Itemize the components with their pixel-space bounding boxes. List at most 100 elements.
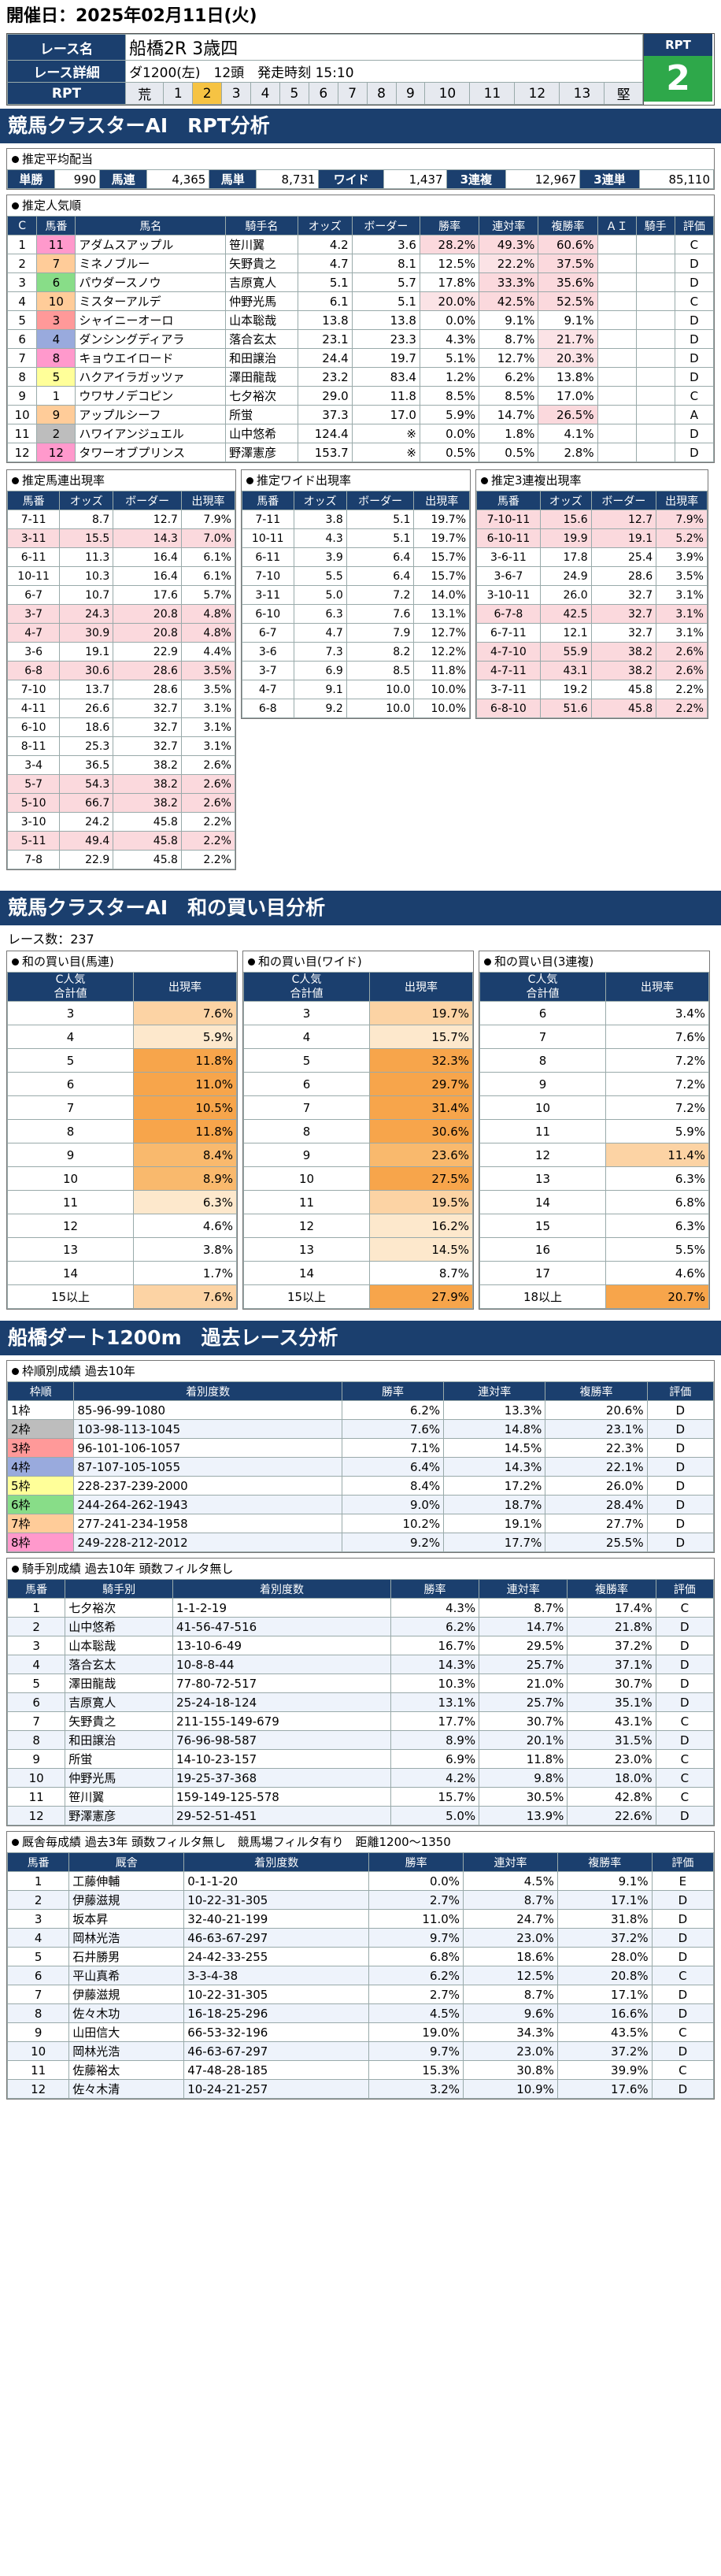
cell: 4.7 [293, 623, 347, 643]
cell: 3.5% [656, 566, 708, 586]
cell: 6 [6, 1072, 135, 1096]
cell: 11.8% [413, 661, 470, 680]
cell: 2枠 [6, 1419, 75, 1439]
cell: 7 [6, 1711, 66, 1731]
cell: 3 [36, 310, 76, 330]
cell: 5.9% [605, 1119, 709, 1143]
cell: 8 [6, 367, 38, 387]
table-row: 6 平山真希 3-3-4-38 6.2% 12.5% 20.8% C [6, 1966, 715, 1985]
wa-table: C人気 合計値 出現率 6 3.4% 7 7.6% 8 7.2% 9 7.2% 10 7.2% 11 5.9… [479, 972, 709, 1309]
table-row: 9 所蛍 14-10-23-157 6.9% 11.8% 23.0% C [6, 1749, 715, 1769]
cell: 七夕裕次 [225, 386, 298, 406]
table-row: 4-7-11 43.1 38.2 2.6% [476, 661, 708, 680]
table-row: 11 5.9% [479, 1119, 709, 1143]
cell: 7.1% [341, 1438, 445, 1458]
cell: 2 [36, 424, 76, 443]
cell: 19.2 [539, 680, 592, 699]
cell: 12 [6, 443, 38, 462]
cell: 和田譲治 [65, 1730, 174, 1750]
cell: 66.7 [59, 793, 114, 813]
cell: 3-10 [6, 812, 61, 832]
cell: 47-48-28-185 [183, 2060, 370, 2080]
cell: 45.8 [590, 680, 657, 699]
cell: 8 [479, 1048, 607, 1073]
column-header: 勝率 [368, 1852, 464, 1872]
cell: 19-25-37-368 [172, 1768, 391, 1788]
cell: 30.6% [369, 1119, 473, 1143]
cell: 1 [6, 1871, 70, 1891]
rpt-scale-cell: 8 [366, 82, 397, 105]
cell: 18.6% [463, 1947, 558, 1966]
table-row: 5 石井勝男 24-42-33-255 6.8% 18.6% 28.0% D [6, 1947, 715, 1966]
cell: 3-7-11 [476, 680, 541, 699]
table-row: 9 7.2% [479, 1072, 709, 1096]
cell: C [655, 1787, 715, 1807]
table-row: 7 31.4% [242, 1095, 473, 1120]
table-row: 10 仲野光馬 19-25-37-368 4.2% 9.8% 18.0% C [6, 1768, 715, 1788]
cell: 3-11 [6, 528, 61, 548]
cell: 7.9 [346, 623, 415, 643]
cell: 9.0% [341, 1495, 445, 1514]
payout-title-text: 推定平均配当 [22, 152, 94, 166]
table-row: 11 佐藤裕太 47-48-28-185 15.3% 30.8% 39.9% C [6, 2060, 715, 2080]
cell: 8.7% [463, 1890, 558, 1910]
cell: 7.6% [133, 1284, 237, 1309]
column-header: 馬番 [6, 1852, 70, 1872]
cell: 42.5 [539, 604, 592, 624]
cell: 8.1 [351, 254, 420, 273]
cell: 3 [6, 1001, 135, 1025]
table-row: 5 澤田龍哉 77-80-72-517 10.3% 21.0% 30.7% D [6, 1673, 715, 1693]
cell: 30.6 [59, 661, 114, 680]
cell: 8.4% [341, 1476, 445, 1496]
cell: D [646, 1514, 715, 1533]
cell: 7.2% [605, 1072, 709, 1096]
cell: 4.5% [368, 2003, 464, 2023]
cell: 1.8% [479, 424, 539, 443]
column-header: 出現率 [605, 972, 709, 1002]
table-row: 7-10-11 15.6 12.7 7.9% [476, 510, 708, 529]
cell: 7-10-11 [476, 510, 541, 529]
cell: 6 [36, 272, 76, 292]
cell: 山中悠希 [65, 1617, 174, 1636]
cell: 10 [6, 1166, 135, 1191]
cell [597, 235, 637, 254]
cell: 17.7% [390, 1711, 480, 1731]
cell [597, 254, 637, 273]
cell: 12.2% [413, 642, 470, 662]
cell [597, 386, 637, 406]
column-header: オッズ [59, 491, 114, 510]
table-row: 18以上 20.7% [479, 1284, 709, 1309]
wa-title: 和の買い目(3連複) [479, 951, 709, 972]
cell: 12 [6, 1806, 66, 1825]
column-header: 連対率 [443, 1381, 546, 1401]
cell: 29-52-51-451 [172, 1806, 391, 1825]
column-header: C人気 合計値 [479, 972, 607, 1002]
table-row: 6-8-10 51.6 45.8 2.2% [476, 699, 708, 718]
rpt-scale-cell: 11 [469, 82, 516, 105]
column-header: 出現率 [369, 972, 473, 1002]
cell: 3.9% [656, 547, 708, 567]
column-header: 複勝率 [567, 1579, 656, 1599]
cell: 澤田龍哉 [225, 367, 298, 387]
cell: 33.3% [479, 272, 539, 292]
column-header: オッズ [297, 216, 353, 235]
cell: タワーオブプリンス [75, 443, 227, 462]
cell: 31.5% [567, 1730, 656, 1750]
cell: 平山真希 [68, 1966, 185, 1985]
cell: 1.7% [133, 1261, 237, 1285]
payout-value: 990 [54, 169, 101, 189]
cell: 22.2% [479, 254, 539, 273]
header-row: C人気 合計値 出現率 [479, 972, 709, 1002]
cell: 5.7% [180, 585, 236, 605]
cell: 24.7% [463, 1909, 558, 1929]
cell: 24.2 [59, 812, 114, 832]
cell: 20.0% [419, 291, 480, 311]
cell: D [674, 367, 715, 387]
cell: 41-56-47-516 [172, 1617, 391, 1636]
payout-value: 1,437 [383, 169, 447, 189]
cell: 仲野光馬 [225, 291, 298, 311]
table-row: 7 10.5% [6, 1095, 237, 1120]
cell: C [674, 235, 715, 254]
cell: 4.3 [293, 528, 347, 548]
rpt-head: RPT [644, 34, 712, 56]
